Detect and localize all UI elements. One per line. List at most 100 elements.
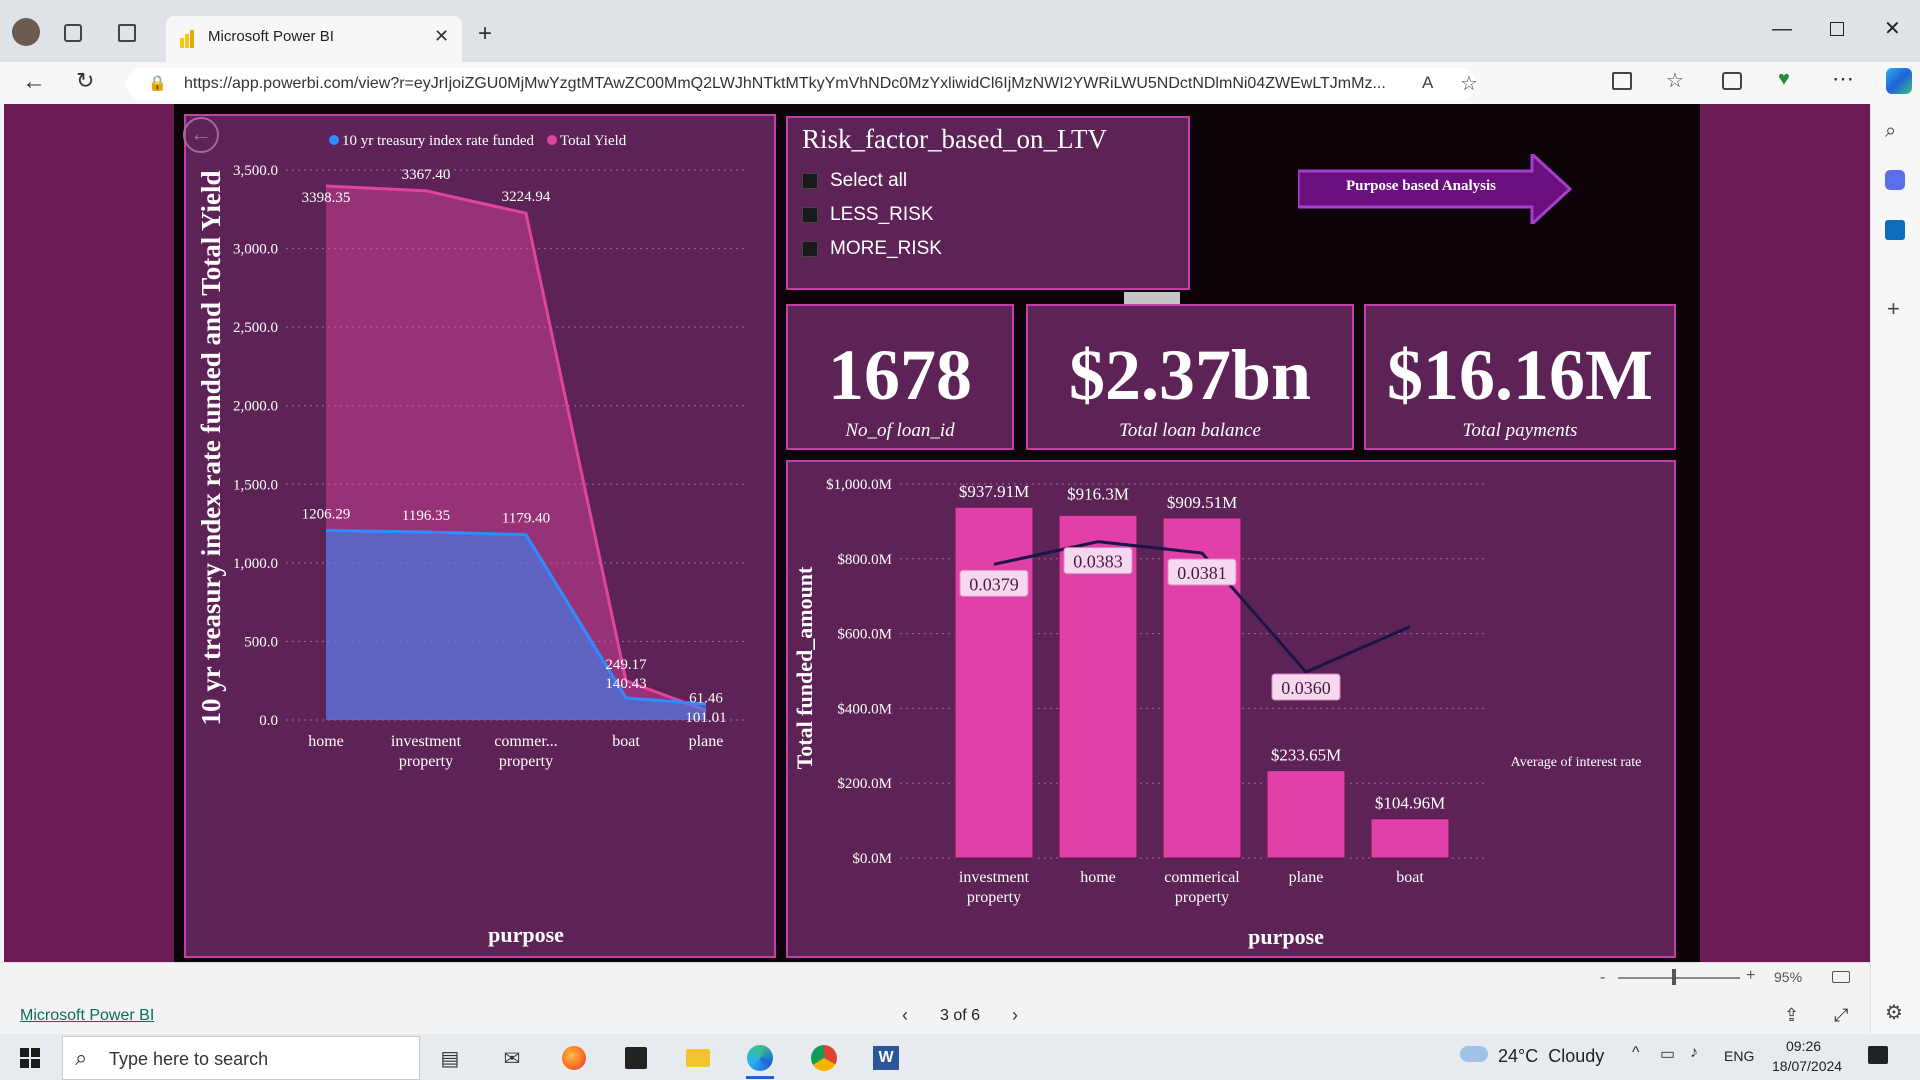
y-tick-label: 1,000.0 [233, 556, 278, 572]
tray-chevron-icon[interactable]: ^ [1632, 1044, 1640, 1061]
chrome-icon[interactable] [810, 1044, 838, 1072]
fit-page-icon[interactable] [1832, 971, 1850, 983]
sidebar-search-icon[interactable]: ⌕ [1885, 120, 1897, 142]
data-label: 3224.94 [502, 189, 551, 205]
zoom-slider-thumb[interactable] [1672, 969, 1676, 985]
firefox-icon[interactable] [560, 1044, 588, 1072]
data-label: 249.17 [605, 657, 647, 673]
risk-slicer: Risk_factor_based_on_LTV Select all LESS… [786, 116, 1190, 290]
volume-icon[interactable]: ♪ [1690, 1044, 1698, 1061]
combo-chart-panel: $0.0M $200.0M $400.0M $600.0M $800.0M $1,000.… [786, 460, 1676, 958]
sidebar-copilot-icon[interactable] [1885, 170, 1905, 190]
windows-start-icon[interactable] [20, 1048, 40, 1068]
series-label: Average of interest rate [1511, 755, 1642, 770]
close-tab-icon[interactable]: ✕ [434, 26, 450, 46]
bar-data-label: $937.91M [959, 482, 1029, 501]
x-tick-label: plane [1289, 869, 1324, 886]
minimize-button[interactable]: — [1772, 18, 1792, 40]
slicer-option-more-risk[interactable]: MORE_RISK [802, 232, 942, 266]
x-tick-label: investment property [391, 733, 462, 770]
favorite-star-icon[interactable]: ☆ [1460, 73, 1478, 95]
y-tick-label: 0.0 [259, 713, 278, 729]
profile-avatar[interactable] [12, 18, 40, 46]
next-page-icon[interactable]: › [1012, 1005, 1018, 1025]
footer-powerbi-link[interactable]: Microsoft Power BI [20, 1007, 155, 1024]
new-tab-button[interactable]: + [478, 20, 493, 47]
share-icon[interactable]: ⇪ [1784, 1005, 1800, 1025]
kpi-card-loan-count: 1678 No_of loan_id [786, 304, 1014, 450]
data-label: 1196.35 [402, 508, 450, 524]
collections-icon[interactable] [1722, 72, 1742, 90]
zoom-slider[interactable] [1618, 977, 1740, 979]
workspaces-icon[interactable] [64, 24, 82, 42]
prev-page-icon[interactable]: ‹ [902, 1005, 908, 1025]
more-options-icon[interactable]: ⋯ [1832, 66, 1854, 91]
address-bar-row: ← ↻ 🔒 https://app.powerbi.com/view?r=eyJ… [0, 62, 1920, 104]
copilot-icon[interactable] [1886, 68, 1912, 94]
x-axis-title: purpose [488, 922, 564, 947]
area-chart-panel: ← 0.0 500.0 1,000.0 1,500.0 2,000.0 2,500.0 3,… [183, 114, 776, 958]
bar-data-label: $909.51M [1167, 493, 1237, 512]
edge-sidebar: ⌕ + ⚙ [1870, 104, 1920, 1034]
store-icon[interactable] [622, 1044, 650, 1072]
task-view-icon[interactable]: ▤ [440, 1047, 460, 1070]
checkbox[interactable] [802, 173, 818, 189]
arrow-shape-icon [1296, 150, 1573, 228]
edge-icon[interactable] [746, 1044, 774, 1072]
area-fill-0 [326, 530, 706, 720]
bar-data-label: $233.65M [1271, 746, 1341, 765]
word-icon[interactable]: W [872, 1044, 900, 1072]
close-window-button[interactable]: ✕ [1884, 18, 1901, 40]
clock-time[interactable]: 09:26 [1786, 1038, 1822, 1054]
zoom-out-button[interactable]: - [1600, 969, 1606, 986]
fullscreen-icon[interactable]: ⤢ [1834, 1005, 1849, 1025]
y-tick-label: $200.0M [837, 776, 892, 792]
back-icon[interactable]: ← [22, 68, 46, 95]
y-tick-label: 1,500.0 [233, 477, 278, 493]
slicer-option-select-all[interactable]: Select all [802, 164, 942, 198]
kpi-card-total-payments: $16.16M Total payments [1364, 304, 1676, 450]
y-tick-label: $600.0M [837, 627, 892, 643]
sidebar-add-icon[interactable]: + [1887, 296, 1900, 321]
notifications-icon[interactable] [1868, 1046, 1888, 1064]
kpi-label: Total payments [1462, 420, 1578, 441]
kpi-label: Total loan balance [1119, 420, 1261, 441]
lock-icon: 🔒 [148, 75, 167, 92]
y-tick-label: $400.0M [837, 701, 892, 717]
split-screen-icon[interactable] [1612, 72, 1632, 90]
legend-label-0: 10 yr treasury index rate funded [342, 133, 535, 149]
kpi-value: $16.16M [1387, 335, 1653, 415]
powerbi-tab-icon [178, 30, 196, 48]
mail-icon[interactable]: ✉ [503, 1047, 521, 1070]
refresh-icon[interactable]: ↻ [76, 68, 95, 93]
sidebar-settings-icon[interactable]: ⚙ [1885, 1002, 1903, 1024]
browser-essentials-icon[interactable]: ♥ [1778, 68, 1790, 90]
series-line-1 [325, 184, 707, 712]
sidebar-outlook-icon[interactable] [1885, 220, 1905, 240]
url-field[interactable]: 🔒 https://app.powerbi.com/view?r=eyJrIjo… [126, 68, 1478, 100]
purpose-analysis-button[interactable]: Purpose based Analysis [1296, 150, 1576, 228]
bar [1266, 770, 1346, 859]
kpi-label: No_of loan_id [845, 420, 955, 441]
slicer-option-less-risk[interactable]: LESS_RISK [802, 198, 942, 232]
zoom-in-button[interactable]: + [1746, 967, 1756, 984]
language-indicator[interactable]: ENG [1724, 1048, 1755, 1064]
bar [1370, 818, 1450, 859]
report-viewport: ← 0.0 500.0 1,000.0 1,500.0 2,000.0 2,500.0 3,… [4, 104, 1870, 962]
checkbox[interactable] [802, 241, 818, 257]
checkbox[interactable] [802, 207, 818, 223]
tab-actions-icon[interactable] [118, 24, 136, 42]
favorites-icon[interactable]: ☆ [1666, 70, 1684, 92]
taskbar-search-box[interactable]: ⌕ Type here to search [62, 1036, 420, 1080]
network-icon[interactable]: ▭ [1660, 1046, 1676, 1063]
browser-tab[interactable]: Microsoft Power BI ✕ [166, 16, 462, 62]
file-explorer-icon[interactable] [684, 1044, 712, 1072]
clock-date[interactable]: 18/07/2024 [1772, 1058, 1843, 1074]
back-arrow-icon[interactable]: ← [183, 117, 219, 153]
maximize-button[interactable] [1830, 22, 1844, 36]
read-aloud-icon[interactable]: A [1422, 73, 1434, 92]
visual-header-icons[interactable] [1124, 292, 1180, 304]
y-tick-label: 3,000.0 [233, 242, 278, 258]
weather-text[interactable]: 24°C Cloudy [1498, 1046, 1605, 1066]
zoom-level: 95% [1774, 969, 1803, 985]
